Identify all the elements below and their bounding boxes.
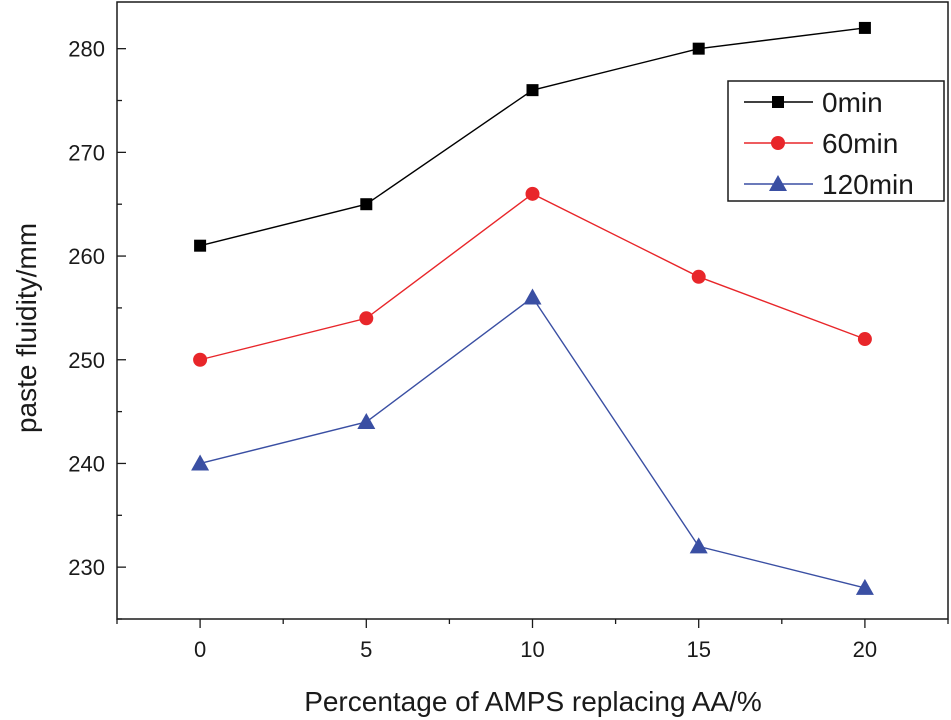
legend: 0min 60min 120min — [727, 80, 945, 202]
legend-marker-60min — [771, 136, 785, 150]
y-tick-label: 250 — [68, 348, 105, 373]
legend-box — [727, 80, 945, 202]
y-axis-ticks: 230 240 250 260 270 280 — [68, 37, 126, 620]
data-point-0min — [692, 42, 705, 55]
data-point-0min — [360, 198, 373, 211]
data-point-60min — [193, 352, 208, 367]
x-tick-label: 15 — [686, 637, 710, 662]
legend-marker-120min — [769, 175, 787, 191]
legend-label-60min: 60min — [822, 128, 898, 159]
x-axis-label: Percentage of AMPS replacing AA/% — [304, 686, 762, 717]
data-point-120min — [357, 412, 376, 429]
data-point-120min — [689, 537, 708, 554]
series-layer — [191, 21, 874, 595]
series-line-60min — [199, 193, 866, 361]
data-point-60min — [359, 311, 374, 326]
data-point-120min — [855, 578, 874, 595]
legend-marker-0min — [772, 96, 784, 108]
y-tick-label: 240 — [68, 451, 105, 476]
data-point-0min — [194, 239, 207, 252]
x-tick-label: 20 — [853, 637, 877, 662]
y-tick-label: 260 — [68, 244, 105, 269]
legend-label-0min: 0min — [822, 87, 883, 118]
y-tick-label: 280 — [68, 37, 105, 62]
data-point-120min — [523, 288, 542, 305]
data-point-0min — [858, 21, 871, 34]
data-point-60min — [691, 269, 706, 284]
y-tick-label: 230 — [68, 555, 105, 580]
data-point-120min — [191, 454, 210, 471]
y-tick-label: 270 — [68, 140, 105, 165]
x-tick-label: 10 — [520, 637, 544, 662]
y-axis-label: paste fluidity/mm — [11, 223, 42, 433]
data-point-60min — [857, 332, 872, 347]
legend-label-120min: 120min — [822, 169, 914, 200]
x-axis-ticks: 0 5 10 15 20 — [116, 619, 949, 662]
series-line-120min — [199, 296, 866, 589]
x-tick-label: 5 — [360, 637, 372, 662]
data-point-60min — [525, 186, 540, 201]
data-point-0min — [526, 84, 539, 97]
x-tick-label: 0 — [194, 637, 206, 662]
